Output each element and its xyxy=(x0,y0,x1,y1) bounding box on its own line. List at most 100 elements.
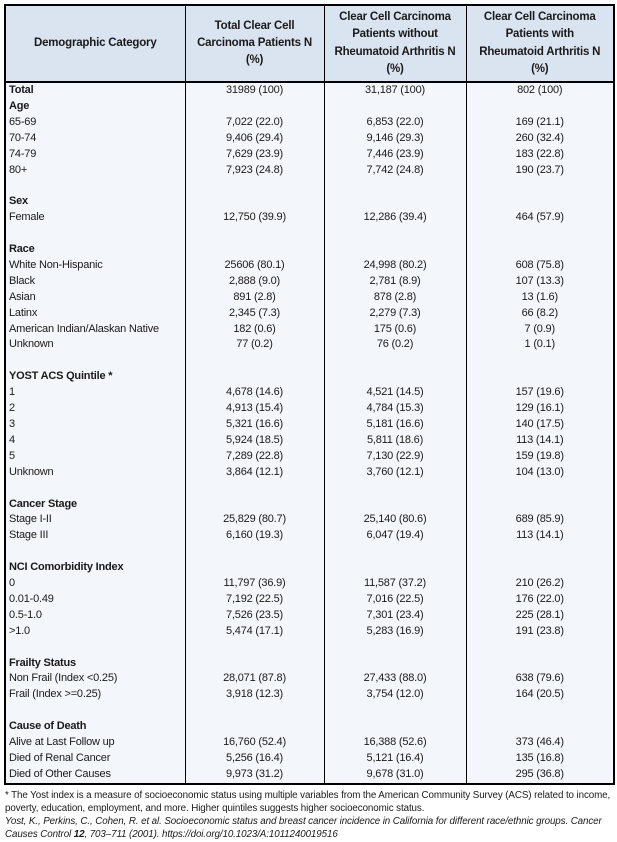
row-value xyxy=(323,369,466,386)
row-value: 183 (22.8) xyxy=(465,146,614,163)
row-value xyxy=(184,242,324,258)
row-label xyxy=(5,226,185,243)
row-value xyxy=(465,719,614,736)
table-row: 80+ 7,923 (24.8) 7,742 (24.8) 190 (23.7) xyxy=(5,162,614,179)
table-row: 0.5-1.0 7,526 (23.5) 7,301 (23.4) 225 (28.1… xyxy=(5,607,614,624)
row-value: 107 (13.3) xyxy=(465,273,614,290)
row-label: Stage I-II xyxy=(5,512,185,529)
row-label: American Indian/Alaskan Native xyxy=(5,321,185,338)
row-value: 7,923 (24.8) xyxy=(184,162,324,179)
row-label: >1.0 xyxy=(5,623,185,640)
row-value: 190 (23.7) xyxy=(465,162,614,179)
row-value: 7,742 (24.8) xyxy=(323,162,466,179)
row-value: 3,754 (12.0) xyxy=(323,687,466,704)
table-row: Died of Renal Cancer 5,256 (16.4) 5,121 (1… xyxy=(5,750,614,767)
row-value xyxy=(184,560,324,577)
citation-text-post: , 703–711 (2001). https://doi.org/10.102… xyxy=(84,829,338,841)
row-value xyxy=(465,194,614,211)
row-value: 175 (0.6) xyxy=(323,321,466,338)
row-value xyxy=(323,98,466,115)
table-row: White Non-Hispanic 25606 (80.1) 24,998 (80… xyxy=(5,257,614,274)
row-value xyxy=(465,639,614,656)
row-label: Frail (Index >=0.25) xyxy=(5,687,185,704)
row-value: 7,301 (23.4) xyxy=(323,607,466,624)
row-value: 7,629 (23.9) xyxy=(184,146,324,163)
row-value: 157 (19.6) xyxy=(465,385,614,402)
row-label: 0 xyxy=(5,576,185,592)
row-value: 104 (13.0) xyxy=(465,464,614,481)
row-value: 5,811 (18.6) xyxy=(323,432,466,449)
row-value xyxy=(184,226,324,243)
row-value: 891 (2.8) xyxy=(184,289,324,306)
spacer-row xyxy=(5,703,614,720)
row-label: NCI Comorbidity Index xyxy=(5,560,185,577)
row-label: Alive at Last Follow up xyxy=(5,735,185,751)
row-value: 3,864 (12.1) xyxy=(184,464,324,481)
row-value: 31989 (100) xyxy=(184,82,324,99)
section-row: Frailty Status xyxy=(5,655,614,672)
table-row: Latinx 2,345 (7.3) 2,279 (7.3) 66 (8.2) xyxy=(5,305,614,322)
row-value: 260 (32.4) xyxy=(465,130,614,147)
row-label xyxy=(5,353,185,370)
row-label: Age xyxy=(5,98,185,115)
row-label: 0.5-1.0 xyxy=(5,607,185,624)
col-header-without-ra: Clear Cell Carcinoma Patients without Rh… xyxy=(323,5,466,83)
row-value xyxy=(323,242,466,258)
row-value: 159 (19.8) xyxy=(465,448,614,465)
row-value: 25606 (80.1) xyxy=(184,257,324,274)
row-value: 25,140 (80.6) xyxy=(323,512,466,529)
table-body: Total 31989 (100) 31,187 (100) 802 (100) Age… xyxy=(5,82,614,784)
row-value: 135 (16.8) xyxy=(465,750,614,767)
row-value xyxy=(184,496,324,513)
row-label: Latinx xyxy=(5,305,185,322)
row-value: 2,888 (9.0) xyxy=(184,273,324,290)
row-value: 2,345 (7.3) xyxy=(184,305,324,322)
row-value: 113 (14.1) xyxy=(465,528,614,545)
row-label: 70-74 xyxy=(5,130,185,147)
row-value xyxy=(323,194,466,211)
row-value: 225 (28.1) xyxy=(465,607,614,624)
section-row: Race xyxy=(5,242,614,258)
row-value xyxy=(184,98,324,115)
row-label: White Non-Hispanic xyxy=(5,257,185,274)
row-label: 2 xyxy=(5,401,185,417)
row-value xyxy=(184,480,324,497)
row-value: 7,526 (23.5) xyxy=(184,607,324,624)
row-value: 802 (100) xyxy=(465,82,614,99)
row-value: 7,192 (22.5) xyxy=(184,591,324,608)
header-row: Demographic Category Total Clear Cell Ca… xyxy=(5,5,614,83)
row-value xyxy=(323,639,466,656)
row-value: 16,388 (52.6) xyxy=(323,735,466,751)
row-value: 25,829 (80.7) xyxy=(184,512,324,529)
section-row: Cancer Stage xyxy=(5,496,614,513)
row-value: 878 (2.8) xyxy=(323,289,466,306)
row-value: 16,760 (52.4) xyxy=(184,735,324,751)
table-row: Unknown 77 (0.2) 76 (0.2) 1 (0.1) xyxy=(5,337,614,354)
row-value xyxy=(465,544,614,561)
table-row: >1.0 5,474 (17.1) 5,283 (16.9) 191 (23.8) xyxy=(5,623,614,640)
row-value xyxy=(184,194,324,211)
row-value: 608 (75.8) xyxy=(465,257,614,274)
demographics-table: Demographic Category Total Clear Cell Ca… xyxy=(4,4,615,785)
table-row: Alive at Last Follow up 16,760 (52.4) 16,3… xyxy=(5,735,614,751)
row-label: 0.01-0.49 xyxy=(5,591,185,608)
row-value xyxy=(465,480,614,497)
row-value: 4,678 (14.6) xyxy=(184,385,324,402)
row-value: 7,446 (23.9) xyxy=(323,146,466,163)
row-value xyxy=(184,639,324,656)
table-row: 1 4,678 (14.6) 4,521 (14.5) 157 (19.6) xyxy=(5,385,614,402)
row-value: 6,047 (19.4) xyxy=(323,528,466,545)
row-value xyxy=(323,719,466,736)
table-row: 2 4,913 (15.4) 4,784 (15.3) 129 (16.1) xyxy=(5,401,614,417)
row-value: 140 (17.5) xyxy=(465,416,614,433)
row-value xyxy=(323,226,466,243)
row-value xyxy=(465,496,614,513)
row-value: 129 (16.1) xyxy=(465,401,614,417)
table-row: Stage III 6,160 (19.3) 6,047 (19.4) 113 (14… xyxy=(5,528,614,545)
row-value: 9,973 (31.2) xyxy=(184,766,324,784)
row-value xyxy=(465,560,614,577)
row-value: 7,289 (22.8) xyxy=(184,448,324,465)
spacer-row xyxy=(5,639,614,656)
row-label: Asian xyxy=(5,289,185,306)
